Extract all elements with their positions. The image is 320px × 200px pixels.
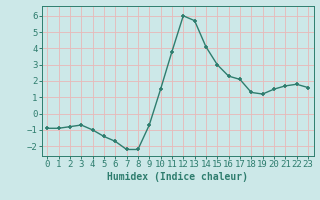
X-axis label: Humidex (Indice chaleur): Humidex (Indice chaleur)	[107, 172, 248, 182]
